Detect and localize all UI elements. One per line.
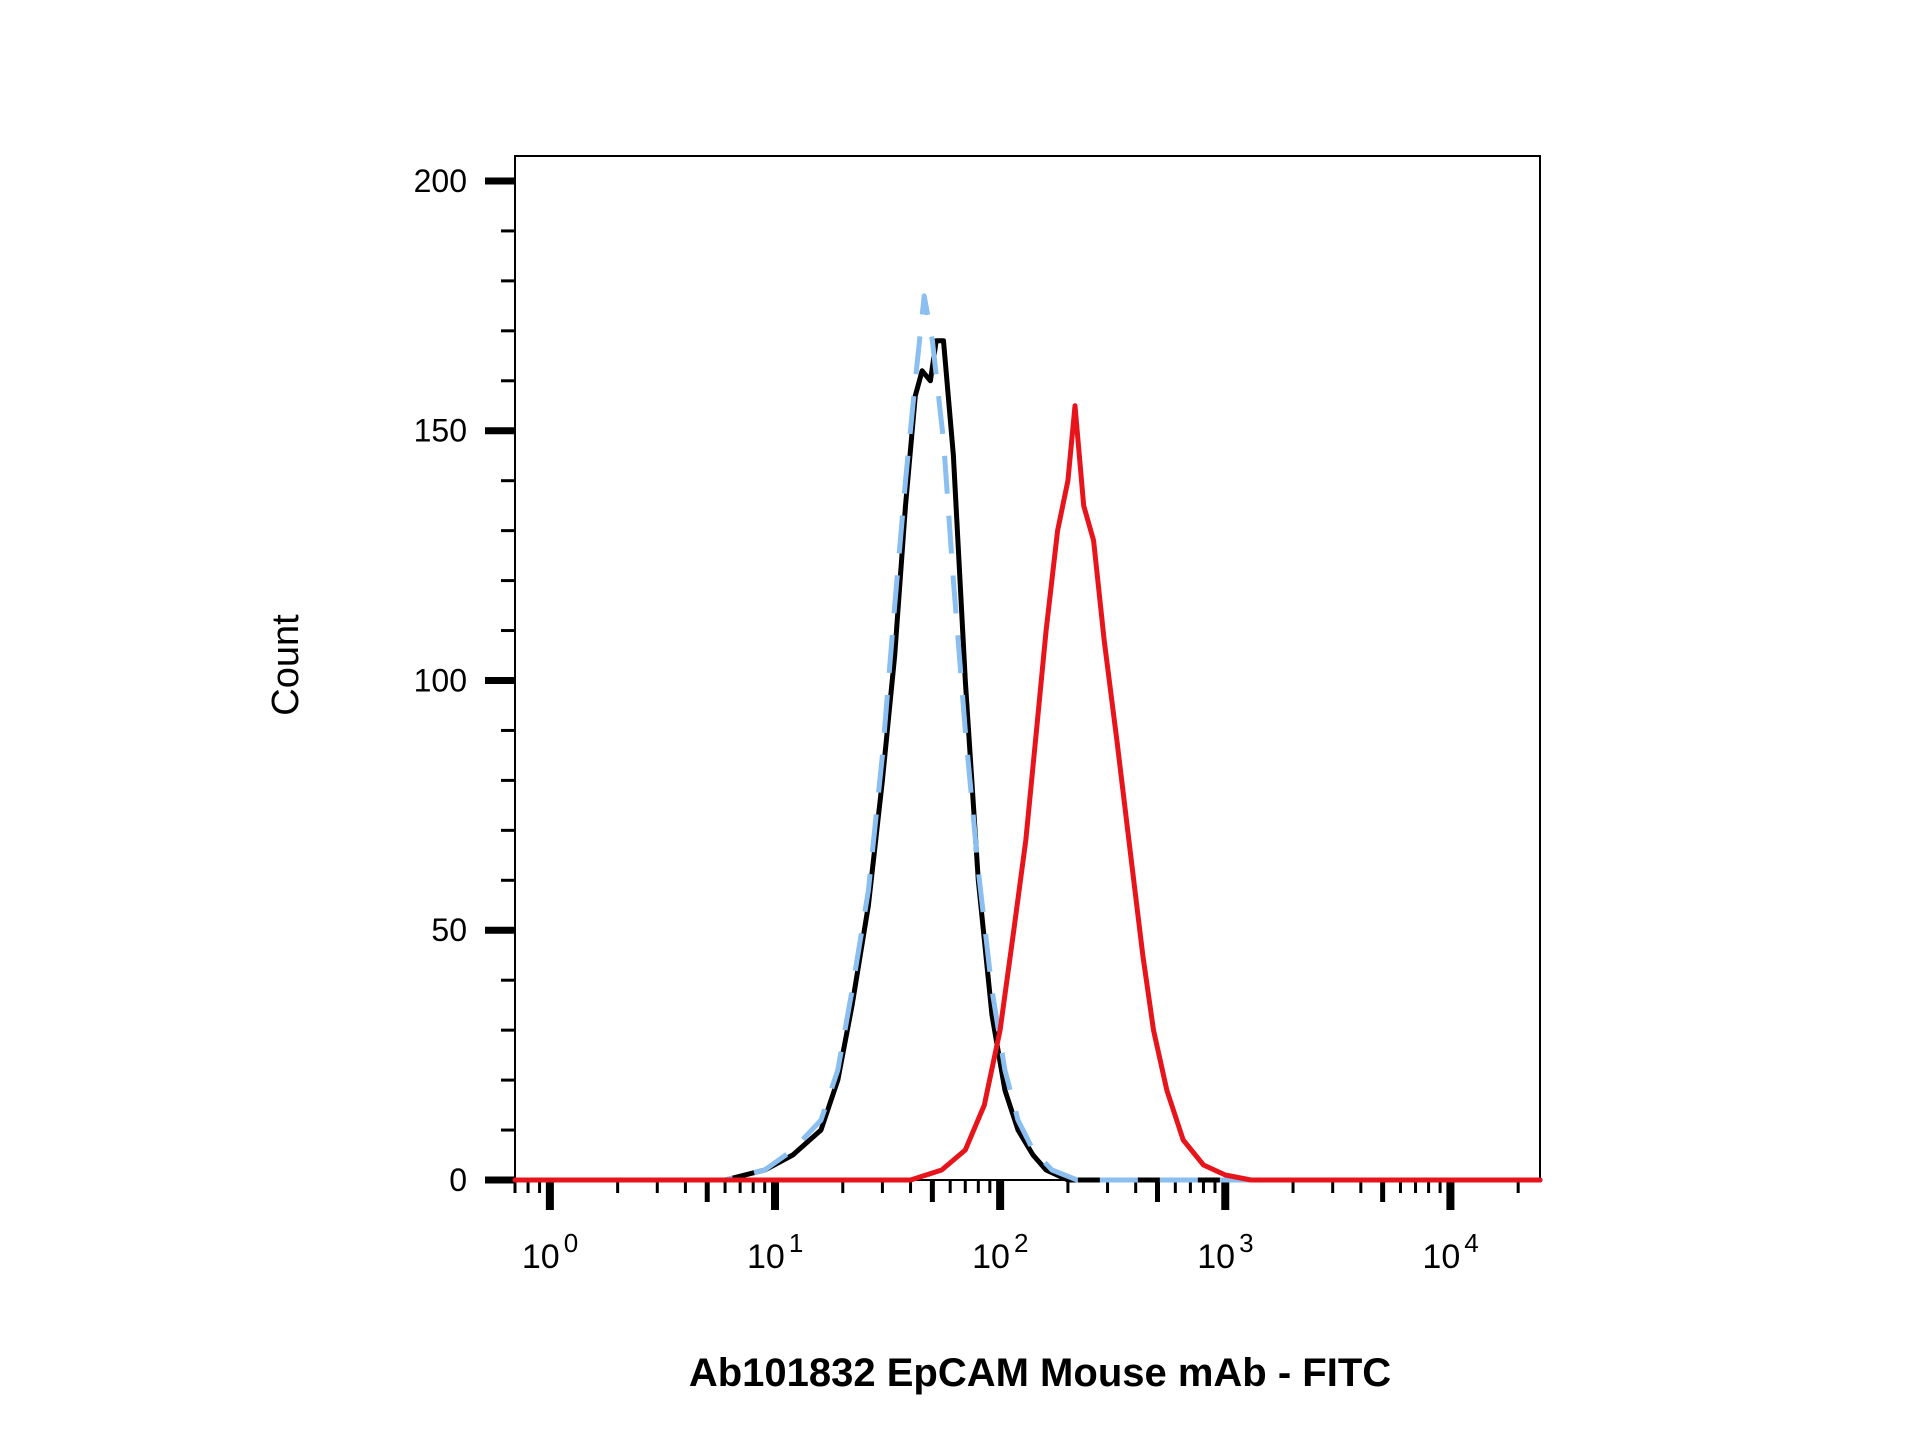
series-line-3 — [512, 403, 1543, 1183]
series-line-2 — [515, 293, 1540, 1183]
x-axis: 10 0 10 1 10 2 10 3 10 4 — [513, 1180, 1520, 1276]
x-tick-label: 10 3 — [1197, 1228, 1253, 1276]
series-layer — [512, 293, 1543, 1183]
y-axis-label: Count — [265, 614, 307, 716]
y-tick-label: 50 — [431, 912, 467, 948]
y-axis: 0 50 100 150 200 — [414, 156, 516, 1198]
y-tick-label: 0 — [449, 1162, 467, 1198]
x-axis-label: Ab101832 EpCAM Mouse mAb - FITC — [689, 1351, 1391, 1395]
y-tick-label: 100 — [414, 662, 467, 698]
x-tick-label: 10 2 — [972, 1228, 1028, 1276]
y-tick-label: 200 — [414, 163, 467, 199]
y-tick-label: 150 — [414, 413, 467, 449]
plot-frame — [514, 155, 1541, 1181]
x-tick-label: 10 1 — [747, 1228, 803, 1276]
series-line-1 — [512, 338, 1543, 1183]
x-tick-label: 10 0 — [522, 1228, 578, 1276]
x-tick-label: 10 4 — [1422, 1228, 1478, 1276]
